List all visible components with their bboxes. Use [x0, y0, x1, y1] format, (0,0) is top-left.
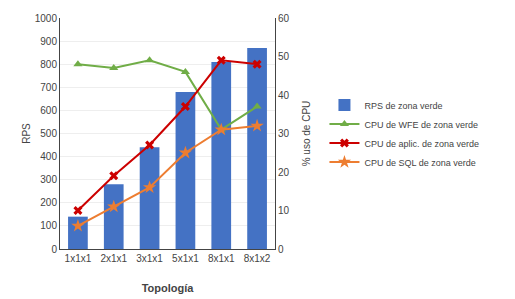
svg-text:3x1x1: 3x1x1 — [136, 253, 163, 264]
svg-text:0: 0 — [51, 244, 57, 255]
svg-text:800: 800 — [40, 59, 57, 70]
svg-text:% uso de CPU: % uso de CPU — [301, 101, 312, 167]
svg-text:CPU de WFE de zona verde: CPU de WFE de zona verde — [364, 120, 478, 130]
svg-text:300: 300 — [40, 174, 57, 185]
svg-text:100: 100 — [40, 220, 57, 231]
svg-text:40: 40 — [278, 90, 290, 101]
svg-text:5x1x1: 5x1x1 — [172, 253, 199, 264]
svg-text:1000: 1000 — [35, 13, 58, 24]
svg-text:30: 30 — [278, 128, 290, 139]
svg-text:CPU de aplic. de zona verde: CPU de aplic. de zona verde — [364, 139, 479, 149]
svg-text:8x1x2: 8x1x2 — [244, 253, 271, 264]
svg-text:600: 600 — [40, 105, 57, 116]
svg-text:50: 50 — [278, 51, 290, 62]
svg-text:400: 400 — [40, 151, 57, 162]
svg-text:200: 200 — [40, 197, 57, 208]
svg-text:700: 700 — [40, 82, 57, 93]
svg-text:500: 500 — [40, 128, 57, 139]
svg-text:10: 10 — [278, 205, 290, 216]
svg-text:RPS de zona verde: RPS de zona verde — [364, 101, 442, 111]
svg-text:20: 20 — [278, 167, 290, 178]
svg-text:RPS: RPS — [21, 123, 32, 144]
svg-text:60: 60 — [278, 13, 290, 24]
svg-text:8x1x1: 8x1x1 — [208, 253, 235, 264]
svg-text:1x1x1: 1x1x1 — [65, 253, 92, 264]
svg-text:0: 0 — [278, 244, 284, 255]
svg-text:Topología: Topología — [142, 282, 195, 294]
svg-text:CPU de SQL de zona verde: CPU de SQL de zona verde — [364, 158, 475, 168]
svg-text:900: 900 — [40, 36, 57, 47]
svg-text:2x1x1: 2x1x1 — [100, 253, 127, 264]
